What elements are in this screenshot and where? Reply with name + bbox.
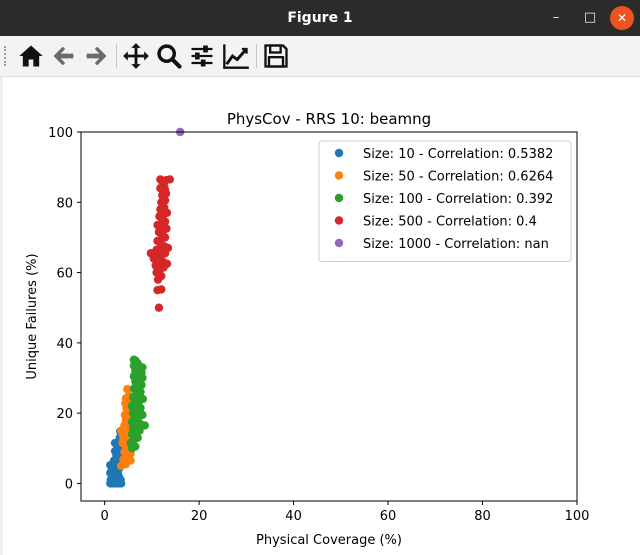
data-point-series-4 xyxy=(160,217,170,226)
y-tick-label: 40 xyxy=(56,337,73,352)
window-title: Figure 1 xyxy=(287,10,353,26)
data-point-series-3 xyxy=(140,421,149,430)
subplots-button[interactable] xyxy=(188,42,216,70)
x-axis-label: Physical Coverage (%) xyxy=(256,533,402,548)
x-tick-label: 60 xyxy=(380,509,397,524)
toolbar-separator xyxy=(256,44,257,68)
y-axis-label: Unique Failures (%) xyxy=(25,253,40,379)
legend-entry: Size: 100 - Correlation: 0.392 xyxy=(363,192,553,207)
scatter-chart: PhysCov - RRS 10: beamng 0 20 40 60 80 100 0 20 4… xyxy=(25,110,590,548)
toolbar xyxy=(0,36,640,77)
data-point-series-3 xyxy=(138,410,147,420)
legend-box xyxy=(318,140,572,262)
x-tick-label: 40 xyxy=(285,509,302,524)
y-tick-label: 80 xyxy=(56,196,73,211)
legend-marker xyxy=(334,171,344,180)
maximize-button[interactable]: □ xyxy=(583,10,597,25)
legend-marker xyxy=(334,216,344,225)
pan-button[interactable] xyxy=(122,42,150,70)
legend-marker xyxy=(334,148,344,158)
close-button[interactable]: ✕ xyxy=(610,6,634,30)
legend-marker xyxy=(334,193,344,203)
x-tick-label: 80 xyxy=(474,509,491,524)
x-tick-label: 20 xyxy=(191,509,208,524)
data-point-series-4 xyxy=(160,233,170,242)
sliders-icon xyxy=(191,45,213,67)
data-point-series-2 xyxy=(123,385,132,394)
data-point-series-4 xyxy=(162,224,171,233)
minimize-button[interactable]: – xyxy=(552,10,560,25)
data-point-series-4 xyxy=(165,175,175,184)
arrow-left-icon xyxy=(53,46,74,66)
edit-axes-button[interactable] xyxy=(222,42,250,70)
legend-marker xyxy=(334,238,344,248)
magnifier-icon xyxy=(157,44,182,69)
data-point-series-4 xyxy=(163,243,173,253)
x-tick-label: 100 xyxy=(565,509,590,524)
y-tick-label: 60 xyxy=(56,267,73,282)
y-tick-label: 0 xyxy=(65,477,73,492)
data-point-series-4 xyxy=(162,259,172,268)
legend-entry: Size: 500 - Correlation: 0.4 xyxy=(363,215,537,230)
window-edge xyxy=(0,77,3,555)
data-point-series-4 xyxy=(157,285,166,294)
x-tick-label: 0 xyxy=(100,509,108,524)
y-tick-label: 100 xyxy=(48,126,73,141)
axes-frame xyxy=(80,131,578,502)
data-point-series-4 xyxy=(160,185,170,195)
forward-button[interactable] xyxy=(82,42,110,70)
line-chart-icon xyxy=(223,44,249,69)
legend-entry: Size: 50 - Correlation: 0.6264 xyxy=(363,170,553,185)
data-point-series-4 xyxy=(156,175,165,184)
home-button[interactable] xyxy=(17,42,45,70)
home-icon xyxy=(19,45,43,67)
move-icon xyxy=(123,43,149,69)
arrow-right-icon xyxy=(86,46,107,66)
legend-entry: Size: 10 - Correlation: 0.5382 xyxy=(363,147,553,162)
chart-title: PhysCov - RRS 10: beamng xyxy=(227,110,431,128)
floppy-disk-icon xyxy=(264,44,288,68)
toolbar-separator xyxy=(116,44,117,68)
y-tick-label: 20 xyxy=(56,407,73,422)
toolbar-grip xyxy=(4,46,10,66)
data-point-series-3 xyxy=(136,403,145,413)
data-point-series-4 xyxy=(154,303,164,312)
zoom-button[interactable] xyxy=(155,42,183,70)
data-point-series-3 xyxy=(129,355,139,364)
back-button[interactable] xyxy=(50,42,78,70)
data-point-series-3 xyxy=(138,394,148,404)
window-titlebar: Figure 1 – □ ✕ xyxy=(0,0,640,36)
legend-entry: Size: 1000 - Correlation: nan xyxy=(363,237,549,252)
save-button[interactable] xyxy=(262,42,290,70)
